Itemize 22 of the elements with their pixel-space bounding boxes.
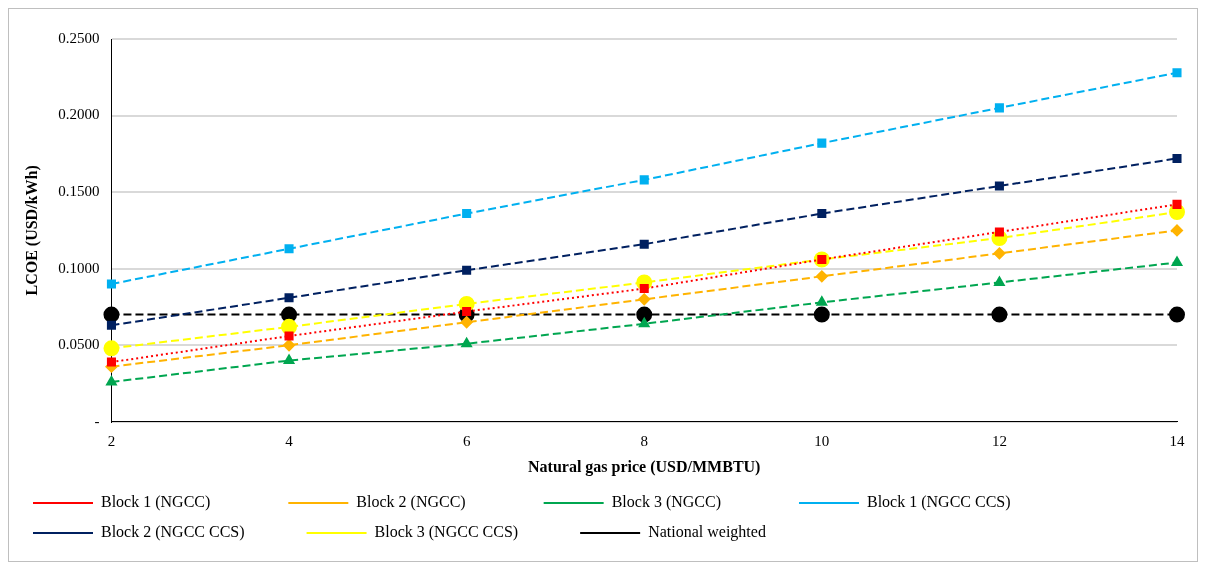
x-tick-label: 12 <box>991 432 1007 449</box>
legend-label: Block 3 (NGCC) <box>611 493 785 512</box>
legend-label: Block 2 (NGCC CCS) <box>101 523 293 542</box>
legend-label: Block 3 (NGCC CCS) <box>374 523 567 542</box>
x-tick-label: 2 <box>107 432 116 449</box>
x-axis-title: Natural gas price (USD/MMBTU) <box>528 457 761 476</box>
y-axis-title: LCOE (USD/kWh) <box>22 165 41 296</box>
x-tick-label: 4 <box>285 432 294 449</box>
x-tick-label: 10 <box>814 432 830 449</box>
y-tick-label: - <box>94 412 100 429</box>
x-tick-label: 14 <box>1169 432 1185 449</box>
y-tick-label: 0.1000 <box>58 259 100 276</box>
legend-label: Block 1 (NGCC) <box>101 493 275 512</box>
legend-label: National weighted <box>648 523 818 542</box>
y-tick-label: 0.1500 <box>58 183 100 200</box>
y-tick-label: 0.2000 <box>58 106 100 123</box>
legend-label: Block 2 (NGCC) <box>356 493 530 512</box>
x-tick-label: 8 <box>640 432 648 449</box>
y-tick-label: 0.2500 <box>58 29 100 46</box>
x-tick-label: 6 <box>462 432 471 449</box>
legend-label: Block 1 (NGCC CCS) <box>866 493 1059 512</box>
y-tick-label: 0.0500 <box>58 336 100 353</box>
